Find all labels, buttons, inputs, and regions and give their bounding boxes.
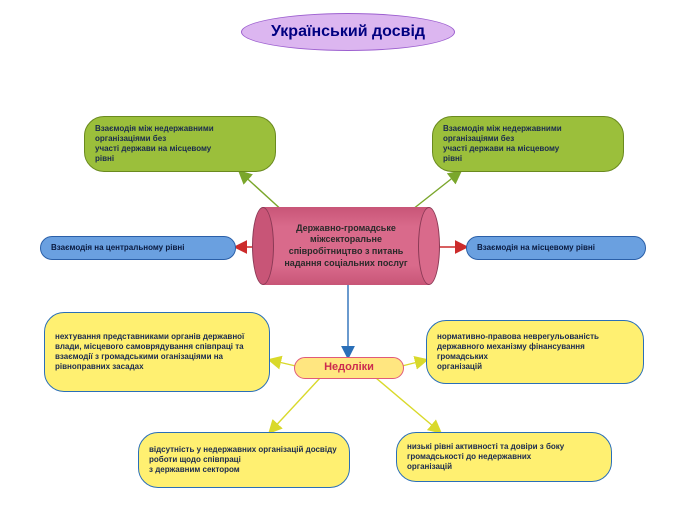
node-yellow-right-bot-text: низькі рівні активності та довіри з боку… (407, 442, 601, 472)
node-top-left-text: Взаємодія між недержавними організаціями… (95, 124, 214, 164)
node-top-right-text: Взаємодія між недержавними організаціями… (443, 124, 562, 164)
node-yellow-right-top-text: нормативно-правова неврегульованість дер… (437, 332, 633, 372)
node-mid-right: Взаємодія на місцевому рівні (466, 236, 646, 260)
cylinder-cap-left (252, 207, 274, 285)
diagram-title-text: Український досвід (271, 23, 425, 41)
node-yellow-right-bot: низькі рівні активності та довіри з боку… (396, 432, 612, 482)
diagram-title: Український досвід (241, 13, 455, 51)
node-yellow-left-bot: відсутність у недержавних організацій до… (138, 432, 350, 488)
cylinder-label: Державно-громадське міжсекторальне співр… (274, 207, 418, 285)
node-yellow-right-top: нормативно-правова неврегульованість дер… (426, 320, 644, 384)
node-mid-right-text: Взаємодія на місцевому рівні (477, 243, 595, 253)
deficiencies-label: Недоліки (294, 357, 404, 379)
node-yellow-left-top-text: нехтування представниками органів держав… (55, 332, 259, 372)
node-mid-left: Взаємодія на центральному рівні (40, 236, 236, 260)
node-yellow-left-bot-text: відсутність у недержавних організацій до… (149, 445, 337, 475)
central-cylinder: Державно-громадське міжсекторальне співр… (252, 207, 440, 285)
node-yellow-left-top: нехтування представниками органів держав… (44, 312, 270, 392)
deficiencies-text: Недоліки (324, 361, 374, 375)
node-mid-left-text: Взаємодія на центральному рівні (51, 243, 184, 253)
cylinder-cap-right (418, 207, 440, 285)
node-top-left: Взаємодія між недержавними організаціями… (84, 116, 276, 172)
node-top-right: Взаємодія між недержавними організаціями… (432, 116, 624, 172)
